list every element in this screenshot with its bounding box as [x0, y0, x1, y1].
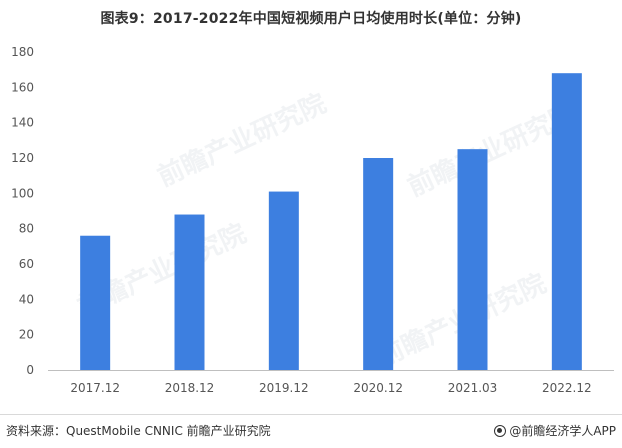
bar-2021.03 [457, 149, 488, 370]
brand-logo-icon [494, 424, 507, 437]
y-tick-label: 40 [19, 292, 34, 306]
bar-2019.12 [268, 191, 299, 370]
y-tick-label: 100 [11, 186, 34, 200]
footer: 资料来源：QuestMobile CNNIC 前瞻产业研究院 @前瞻经济学人AP… [0, 414, 622, 445]
bar-2020.12 [363, 158, 394, 370]
bar-2017.12 [80, 235, 111, 370]
y-tick-label: 60 [19, 257, 34, 271]
x-tick-label: 2017.12 [70, 381, 120, 395]
x-tick-label: 2020.12 [353, 381, 403, 395]
chart-title: 图表9：2017-2022年中国短视频用户日均使用时长(单位：分钟) [100, 11, 522, 27]
bars [80, 73, 582, 370]
y-tick-label: 180 [11, 45, 34, 59]
y-axis: 0 20 40 60 80 100 120 140 160 180 [11, 45, 34, 377]
x-tick-label: 2021.03 [448, 381, 498, 395]
source-note: 资料来源：QuestMobile CNNIC 前瞻产业研究院 [6, 424, 271, 438]
brand-credit: @前瞻经济学人APP [494, 422, 616, 439]
y-tick-label: 0 [26, 363, 34, 377]
x-tick-label: 2018.12 [165, 381, 215, 395]
bar-2018.12 [174, 214, 205, 370]
y-tick-label: 120 [11, 151, 34, 165]
x-tick-label: 2019.12 [259, 381, 309, 395]
y-tick-label: 80 [19, 222, 34, 236]
x-axis: 2017.12 2018.12 2019.12 2020.12 2021.03 2022.… [70, 381, 591, 395]
x-tick-label: 2022.12 [542, 381, 592, 395]
y-tick-label: 20 [19, 328, 34, 342]
bar-2022.12 [551, 73, 582, 370]
y-tick-label: 160 [11, 80, 34, 94]
y-tick-label: 140 [11, 116, 34, 130]
brand-label: @前瞻经济学人APP [509, 424, 616, 438]
